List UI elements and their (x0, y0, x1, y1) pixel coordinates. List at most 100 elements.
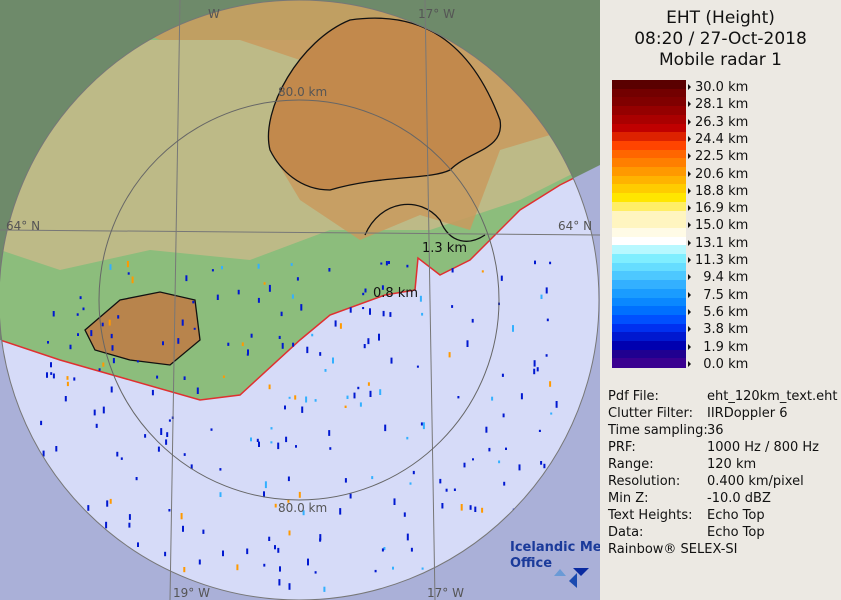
echo-mark (390, 357, 393, 364)
legend-swatch (612, 114, 686, 124)
echo-mark (268, 284, 271, 292)
echo-mark (500, 275, 503, 281)
echo-mark (108, 319, 111, 326)
echo-mark (250, 333, 253, 338)
echo-mark (549, 261, 552, 265)
echo-mark (287, 476, 290, 482)
legend-label: 13.1 km (688, 236, 748, 251)
echo-mark (453, 488, 456, 491)
legend-swatch (612, 201, 686, 211)
echo-mark (183, 567, 186, 573)
echo-mark (381, 285, 384, 290)
echo-mark (47, 341, 49, 344)
imo-logo-icon (554, 568, 589, 588)
echo-mark (419, 295, 422, 302)
echo-mark (406, 436, 409, 440)
echo-mark (420, 422, 423, 426)
coastline (0, 164, 599, 401)
range-ring-80km (98, 99, 500, 501)
echo-mark (512, 325, 514, 332)
echo-mark (180, 513, 183, 520)
legend-swatch (612, 236, 686, 246)
range-ring-outer (0, 0, 600, 600)
echo-mark (306, 346, 309, 354)
legend-swatch (612, 97, 686, 107)
echo-mark (422, 422, 425, 430)
echo-mark (98, 368, 101, 371)
echo-mark (445, 488, 448, 492)
echo-mark (128, 514, 131, 520)
echo-mark (120, 457, 123, 460)
echo-mark (177, 338, 180, 344)
echo-mark (157, 446, 160, 452)
echo-mark (533, 360, 536, 367)
echo-mark (285, 436, 288, 443)
echo-mark (270, 427, 273, 430)
echo-mark (190, 464, 193, 470)
radar-map[interactable]: W 17° W 19° W 17° W 64° N 64° N 80.0 km … (0, 0, 600, 600)
echo-mark (503, 481, 506, 486)
echo-mark (151, 389, 154, 396)
legend-swatch (612, 254, 686, 264)
echo-mark (305, 396, 308, 403)
echo-mark (349, 307, 352, 313)
legend-label: 28.1 km (688, 97, 748, 112)
echo-mark (288, 583, 291, 590)
echo-mark (77, 333, 79, 336)
echo-mark (319, 538, 322, 542)
echo-mark (367, 382, 370, 386)
echo-mark (183, 376, 186, 380)
echo-mark (392, 566, 394, 570)
echo-mark (364, 288, 367, 293)
echo-mark (168, 509, 171, 512)
legend-swatch (612, 332, 686, 342)
echo-mark (466, 340, 469, 347)
echo-mark (136, 360, 139, 363)
echo-mark (73, 377, 76, 381)
echo-mark (410, 547, 413, 552)
echo-mark (474, 506, 477, 512)
lon-label: 17° W (427, 586, 464, 600)
echo-mark (279, 566, 281, 572)
legend-label: 26.3 km (688, 115, 748, 130)
echo-mark (481, 270, 484, 273)
echo-mark (90, 330, 93, 337)
echo-mark (82, 307, 85, 311)
legend-label: 1.9 km (688, 340, 748, 355)
echo-mark (288, 396, 291, 399)
echo-mark (281, 342, 284, 349)
echo-mark (300, 304, 303, 311)
echo-mark (534, 260, 536, 265)
echo-mark (294, 395, 297, 400)
legend-swatch (612, 149, 686, 159)
echo-mark (109, 498, 112, 504)
legend-swatch (612, 297, 686, 307)
metadata-list: Pdf File: eht_120km_text.eht Clutter Filte… (608, 388, 837, 541)
metadata-row: Min Z: -10.0 dBZ (608, 490, 837, 507)
echo-mark (314, 571, 317, 574)
echo-mark (263, 282, 266, 285)
echo-mark (52, 373, 55, 379)
echo-mark (448, 352, 451, 358)
echo-mark (369, 390, 372, 397)
legend-swatch (612, 140, 686, 151)
echo-mark (416, 365, 419, 368)
datetime: 08:20 / 27-Oct-2018 (634, 29, 807, 49)
metadata-value: -10.0 dBZ (707, 491, 771, 506)
lat-label: 64° N (558, 219, 592, 233)
echo-mark (389, 312, 392, 317)
echo-mark (219, 492, 222, 497)
lon-label: 17° W (418, 7, 455, 21)
legend-swatch (612, 271, 686, 281)
legend-swatch (612, 193, 686, 203)
echo-mark (64, 396, 67, 402)
echo-mark (127, 272, 130, 275)
range-label: 80.0 km (278, 501, 327, 515)
echo-mark (219, 468, 222, 471)
metadata-value: 120 km (707, 457, 757, 472)
echo-mark (87, 505, 90, 511)
echo-mark (131, 276, 134, 284)
metadata-key: Pdf File: (608, 389, 659, 404)
echo-mark (250, 437, 252, 442)
echo-mark (247, 349, 249, 355)
